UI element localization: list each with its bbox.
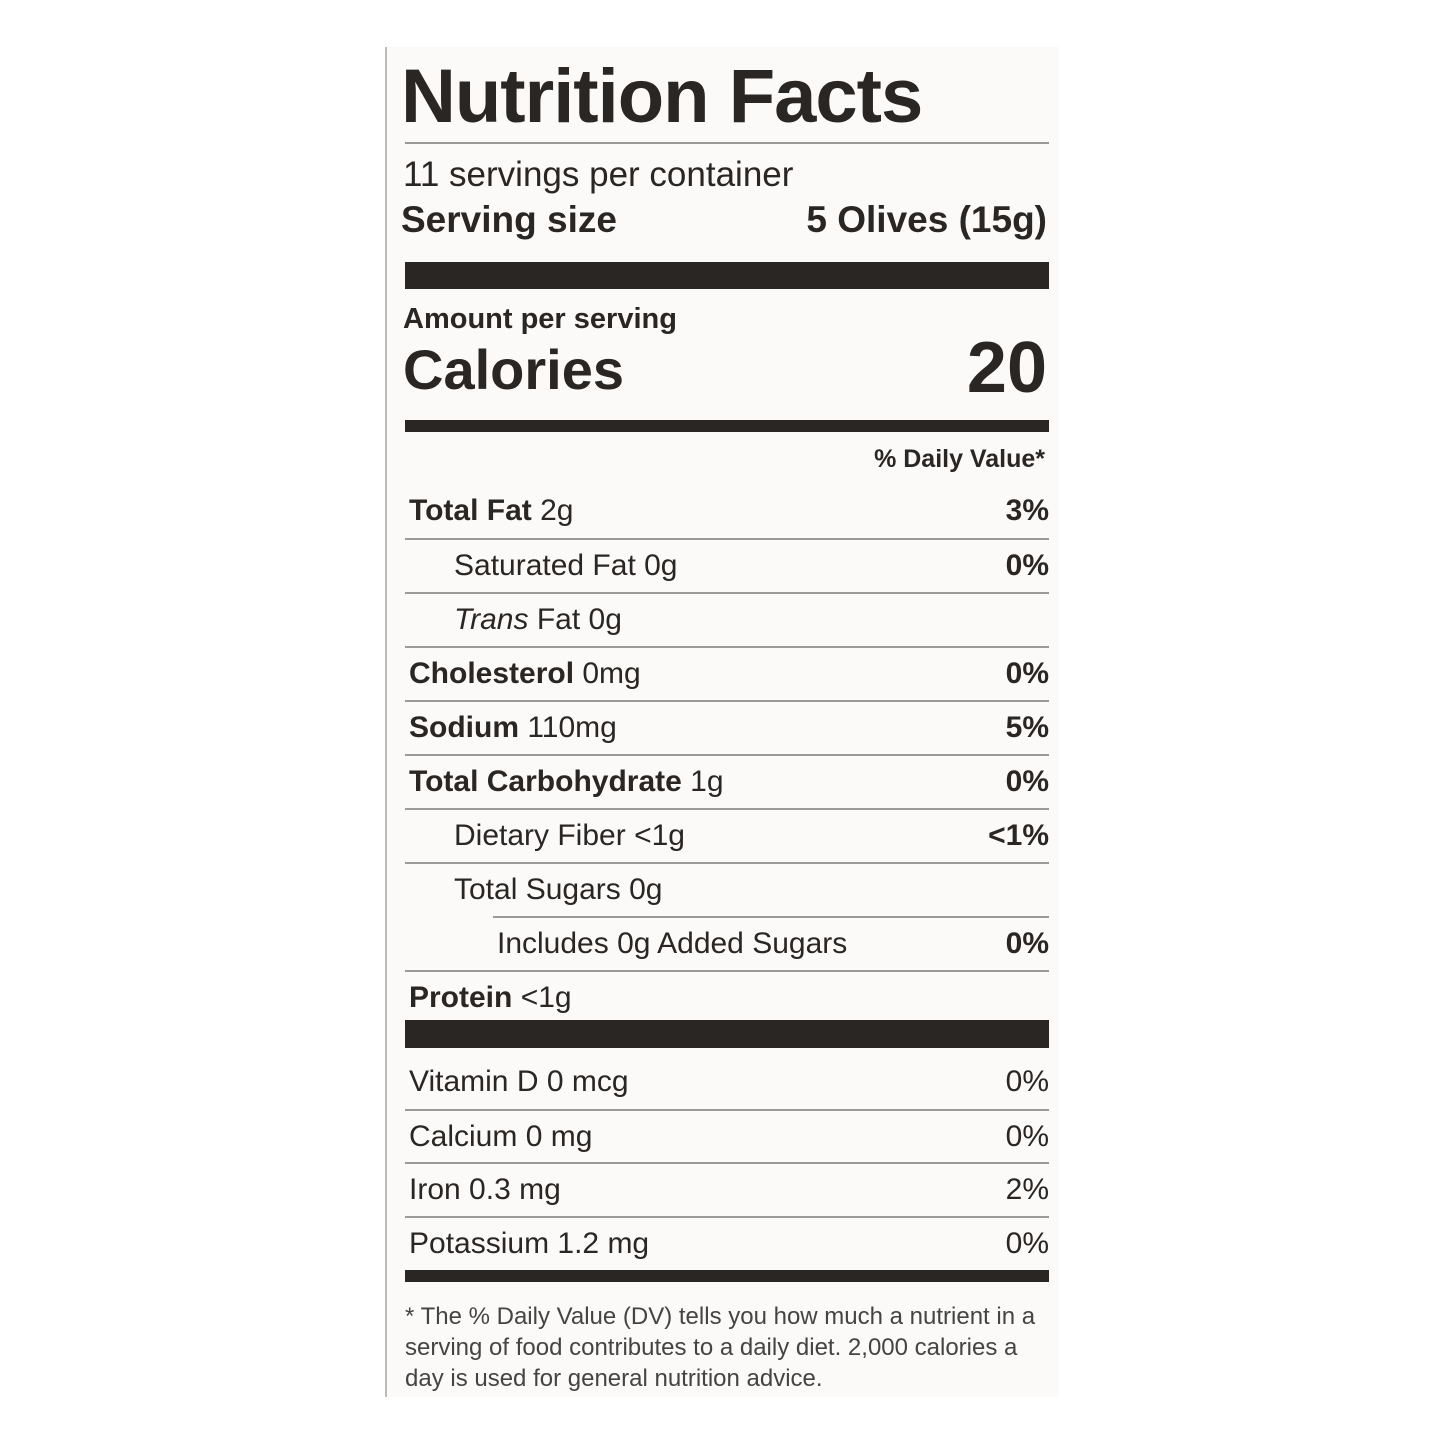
nutrient-amount: <1g	[634, 819, 685, 852]
nutrient-row: Dietary Fiber <1g <1%	[405, 808, 1049, 862]
calories-value: 20	[966, 328, 1047, 408]
nutrient-prefix: Trans	[454, 603, 529, 636]
nutrient-row: Trans Fat 0g	[405, 592, 1049, 646]
nutrient-name: Total Fat	[409, 494, 532, 527]
thick-bar	[405, 262, 1049, 289]
calories-label: Calories	[403, 338, 624, 401]
nutrient-name: Potassium	[409, 1226, 550, 1260]
nutrition-label: Nutrition Facts 11 servings per containe…	[385, 47, 1059, 1397]
nutrient-name: Dietary Fiber	[454, 819, 626, 852]
thick-bar	[405, 1020, 1049, 1048]
nutrient-name: Calcium	[409, 1119, 518, 1153]
nutrient-name: Vitamin D	[409, 1065, 539, 1098]
servings: 11 servings per container	[403, 155, 794, 194]
nutrient-row: Vitamin D 0 mcg 0%	[405, 1055, 1049, 1109]
nutrient-dv: 0%	[1005, 549, 1049, 582]
nutrient-dv: 0%	[1005, 765, 1049, 798]
nutrient-name: Protein	[409, 981, 513, 1014]
serving-size-label: Serving size	[401, 199, 617, 240]
nutrient-amount: 1g	[690, 765, 724, 798]
nutrient-name: Total Carbohydrate	[409, 765, 682, 798]
nutrient-name: Total Sugars	[454, 873, 621, 906]
amount-per-serving: Amount per serving	[403, 303, 677, 335]
nutrient-amount: 0 mg	[525, 1119, 593, 1153]
nutrient-amount: <1g	[520, 981, 572, 1014]
dv-header: % Daily Value*	[874, 445, 1045, 473]
nutrient-row: Calcium 0 mg 0%	[405, 1108, 1049, 1163]
footnote-text: The % Daily Value (DV) tells you how muc…	[405, 1303, 1036, 1392]
nutrient-row: Total Sugars 0g	[405, 862, 1049, 916]
nutrient-dv: 2%	[1005, 1173, 1049, 1206]
nutrient-dv: 0%	[1005, 1226, 1049, 1260]
nutrient-row: Sodium 110mg 5%	[405, 700, 1049, 754]
nutrient-amount: 2g	[540, 494, 574, 527]
nutrient-name: Fat	[536, 603, 581, 636]
nutrient-name: Includes 0g Added Sugars	[497, 927, 848, 960]
nutrient-dv: 5%	[1005, 711, 1049, 744]
nutrient-name: Saturated Fat	[454, 549, 636, 582]
nutrient-row: Total Fat 2g 3%	[405, 484, 1049, 538]
nutrient-row: Total Carbohydrate 1g 0%	[405, 754, 1049, 808]
nutrient-dv: 0%	[1005, 1065, 1049, 1098]
nutrient-row: Potassium 1.2 mg 0%	[405, 1215, 1049, 1270]
nutrient-amount: 0g	[629, 873, 663, 906]
serving-size-value: 5 Olives (15g)	[806, 199, 1047, 240]
nutrient-amount: 1.2 mg	[557, 1226, 650, 1260]
nutrient-name: Iron	[409, 1173, 461, 1206]
footnote: * The % Daily Value (DV) tells you how m…	[405, 1303, 1036, 1392]
divider	[405, 142, 1049, 144]
nutrient-dv: 0%	[1005, 657, 1049, 690]
nutrient-amount: 0g	[588, 603, 622, 636]
nutrient-amount: 0g	[644, 549, 678, 582]
medium-bar	[405, 1270, 1049, 1282]
nutrient-name: Cholesterol	[409, 657, 575, 690]
nutrient-dv: <1%	[988, 819, 1049, 852]
nutrient-dv: 0%	[1005, 1119, 1049, 1153]
nutrient-amount: 0.3 mg	[469, 1173, 561, 1206]
nutrient-amount: 110mg	[527, 711, 617, 744]
medium-bar	[405, 420, 1049, 432]
nutrient-row: Protein <1g	[405, 970, 1049, 1024]
nutrient-amount: 0mg	[582, 657, 641, 690]
nutrient-dv: 0%	[1005, 927, 1049, 960]
nutrient-row: Cholesterol 0mg 0%	[405, 646, 1049, 700]
nutrient-dv: 3%	[1005, 494, 1049, 527]
nutrient-row: Includes 0g Added Sugars 0%	[493, 916, 1049, 970]
nutrient-row: Iron 0.3 mg 2%	[405, 1162, 1049, 1216]
nutrient-row: Saturated Fat 0g 0%	[405, 538, 1049, 592]
nutrient-amount: 0 mcg	[546, 1065, 629, 1098]
title: Nutrition Facts	[401, 54, 923, 139]
nutrient-name: Sodium	[409, 711, 519, 744]
